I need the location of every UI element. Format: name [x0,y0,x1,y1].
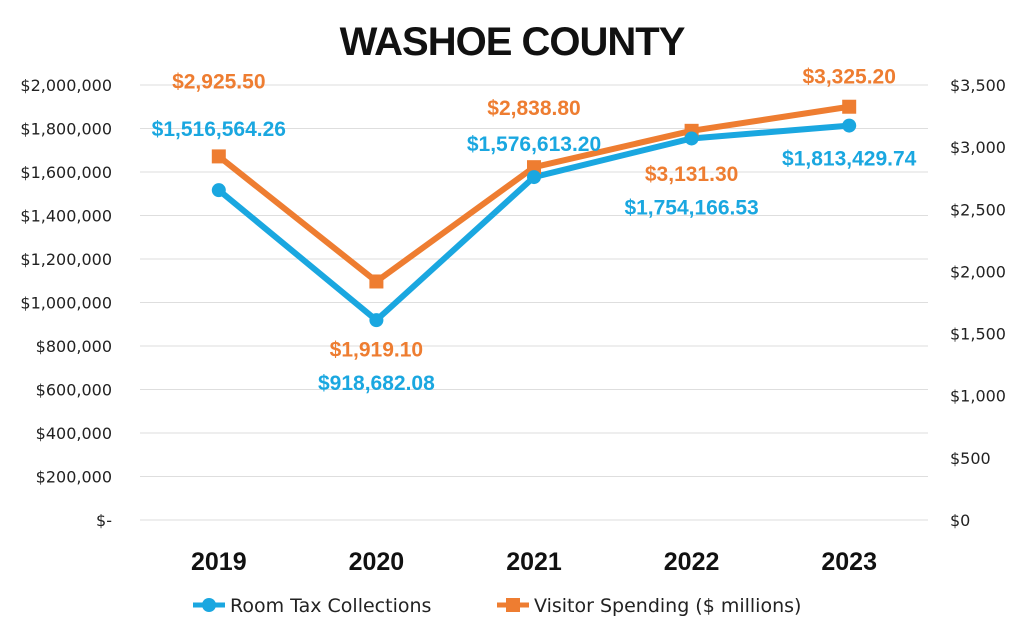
legend-room-tax-label: Room Tax Collections [230,595,431,617]
right-tick-label: $500 [950,449,991,468]
room-tax-data-label: $918,682.08 [318,372,435,395]
room-tax-data-label: $1,516,564.26 [152,118,286,141]
x-category-label: 2021 [506,548,562,576]
x-category-label: 2019 [191,548,247,576]
left-tick-label: $1,800,000 [20,120,112,139]
room-tax-marker [211,183,226,198]
right-axis-ticks: $0 $500 $1,000 $1,500 $2,000 $2,500 $3,000 $3,5… [950,76,1006,530]
right-tick-label: $3,500 [950,76,1006,95]
x-category-label: 2022 [664,548,720,576]
visitor-spending-data-label: $3,325.20 [802,66,895,89]
visitor-spending-data-label: $2,925.50 [172,70,265,93]
left-axis-ticks: $- $200,000 $400,000 $600,000 $800,000 $1,000… [20,76,112,530]
right-tick-label: $2,000 [950,262,1006,281]
left-tick-label: $800,000 [36,337,112,356]
left-tick-label: $- [96,511,112,530]
room-tax-marker [369,313,384,328]
legend: Room Tax Collections Visitor Spending ($ … [193,595,801,617]
x-axis-categories: 2019 2020 2021 2022 2023 [191,548,877,576]
series-markers [211,99,857,328]
left-tick-label: $1,600,000 [20,163,112,182]
legend-visitor-spending-marker [506,598,520,612]
data-labels: $1,516,564.26 $918,682.08 $1,576,613.20 $1,… [152,66,917,395]
left-tick-label: $2,000,000 [20,76,112,95]
room-tax-data-label: $1,813,429.74 [782,148,917,171]
left-tick-label: $400,000 [36,424,112,443]
right-tick-label: $0 [950,511,970,530]
x-category-label: 2020 [349,548,405,576]
left-tick-label: $1,000,000 [20,294,112,313]
room-tax-marker [527,170,541,185]
room-tax-marker [842,118,857,133]
room-tax-data-label: $1,754,166.53 [624,196,758,219]
room-tax-data-label: $1,576,613.20 [467,133,601,156]
left-tick-label: $600,000 [36,381,112,400]
visitor-spending-data-label: $1,919.10 [330,338,423,361]
visitor-spending-marker [369,274,384,289]
visitor-spending-marker [211,149,226,164]
right-tick-label: $1,000 [950,387,1006,406]
right-tick-label: $3,000 [950,138,1006,157]
visitor-spending-data-label: $2,838.80 [487,97,580,120]
chart-title: WASHOE COUNTY [340,20,686,64]
room-tax-marker [684,131,699,146]
left-tick-label: $200,000 [36,468,112,487]
legend-visitor-spending-label: Visitor Spending ($ millions) [534,595,801,617]
right-tick-label: $2,500 [950,200,1006,219]
legend-room-tax-marker [202,598,216,612]
visitor-spending-marker [527,160,541,175]
left-tick-label: $1,400,000 [20,207,112,226]
right-tick-label: $1,500 [950,325,1006,344]
visitor-spending-data-label: $3,131.30 [645,163,738,186]
x-category-label: 2023 [821,548,877,576]
visitor-spending-marker [842,99,857,114]
left-tick-label: $1,200,000 [20,250,112,269]
